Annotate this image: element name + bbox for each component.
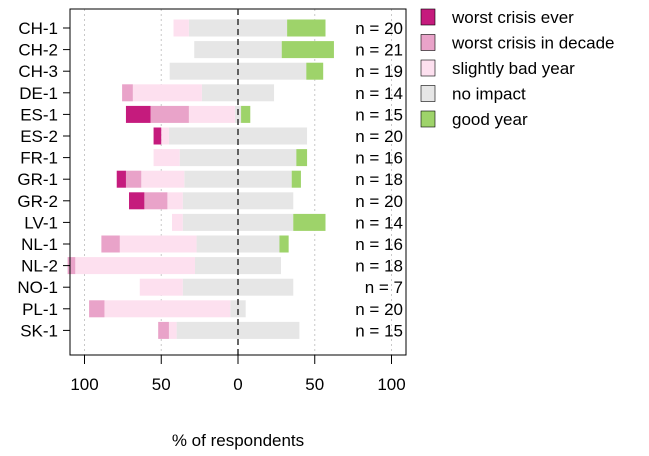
- category-label-fr-1: FR-1: [20, 149, 58, 168]
- category-label-gr-2: GR-2: [17, 192, 58, 211]
- category-label-sk-1: SK-1: [20, 321, 58, 340]
- category-label-gr-1: GR-1: [17, 170, 58, 189]
- category-label-es-1: ES-1: [20, 105, 58, 124]
- category-label-de-1: DE-1: [19, 84, 58, 103]
- n-label-sk-1: n = 15: [355, 321, 403, 340]
- sample-size-labels: n = 20 n = 21 n = 19 n = 14 n = 15 n = 20 n = …: [355, 19, 403, 340]
- n-label-fr-1: n = 16: [355, 149, 403, 168]
- bar-nl-2-no-impact: [195, 257, 281, 275]
- n-label-pl-1: n = 20: [355, 300, 403, 319]
- bar-es-1-good-year: [241, 105, 251, 123]
- n-label-ch-3: n = 19: [355, 62, 403, 81]
- bar-ch-2-good-year: [281, 41, 334, 59]
- n-label-es-2: n = 20: [355, 127, 403, 146]
- bar-es-1-worst-crisis-ever: [125, 105, 151, 123]
- n-label-es-1: n = 15: [355, 105, 403, 124]
- legend-label-worst-crisis-ever: worst crisis ever: [451, 8, 574, 27]
- legend-label-good-year: good year: [452, 110, 528, 129]
- bar-es-2-slightly-bad-year: [161, 127, 169, 145]
- bar-ch-1-good-year: [287, 19, 326, 37]
- category-label-nl-1: NL-1: [21, 235, 58, 254]
- bar-nl-1-good-year: [279, 235, 289, 253]
- legend-swatch-slightly-bad-year: [420, 59, 436, 77]
- bar-fr-1-slightly-bad-year: [153, 149, 180, 167]
- bar-lv-1-good-year: [293, 213, 326, 231]
- bar-gr-2-slightly-bad-year: [167, 192, 183, 210]
- bar-no-1-no-impact: [182, 278, 294, 296]
- legend-swatch-worst-crisis-in-decade: [420, 34, 436, 51]
- category-label-ch-2: CH-2: [18, 41, 58, 60]
- category-label-ch-1: CH-1: [18, 19, 58, 38]
- x-tick-label: 50: [152, 375, 171, 394]
- bar-es-1-slightly-bad-year: [188, 105, 235, 123]
- n-label-nl-1: n = 16: [355, 235, 403, 254]
- bar-ch-3-good-year: [306, 62, 324, 80]
- n-label-lv-1: n = 14: [355, 213, 403, 232]
- bar-nl-1-slightly-bad-year: [119, 235, 197, 253]
- bar-es-1-worst-crisis-in-decade: [150, 105, 189, 123]
- category-label-lv-1: LV-1: [24, 213, 58, 232]
- bar-pl-1-no-impact: [230, 300, 246, 318]
- legend-swatch-good-year: [420, 110, 436, 128]
- category-label-es-2: ES-2: [20, 127, 58, 146]
- bar-gr-1-worst-crisis-ever: [116, 170, 126, 188]
- bar-es-2-worst-crisis-ever: [153, 127, 162, 145]
- n-label-de-1: n = 14: [355, 84, 403, 103]
- bar-fr-1-no-impact: [179, 149, 297, 167]
- x-tick-label: 0: [233, 375, 242, 394]
- n-label-gr-1: n = 18: [355, 170, 403, 189]
- legend-swatch-no-impact: [420, 85, 436, 102]
- bar-gr-1-worst-crisis-in-decade: [125, 170, 142, 188]
- bar-nl-1-worst-crisis-in-decade: [101, 235, 120, 253]
- x-tick-label: 50: [305, 375, 324, 394]
- x-tick-label: 100: [377, 375, 405, 394]
- bar-pl-1-worst-crisis-in-decade: [89, 300, 105, 318]
- bar-fr-1-good-year: [296, 149, 308, 167]
- legend-label-slightly-bad-year: slightly bad year: [452, 59, 575, 78]
- n-label-nl-2: n = 18: [355, 257, 403, 276]
- bar-segments: [67, 19, 334, 339]
- bar-sk-1-slightly-bad-year: [168, 321, 177, 339]
- bar-no-1-slightly-bad-year: [139, 278, 183, 296]
- bar-lv-1-slightly-bad-year: [171, 213, 183, 231]
- legend-swatch-worst-crisis-ever: [420, 8, 436, 26]
- category-label-nl-2: NL-2: [21, 257, 58, 276]
- legend: worst crisis ever worst crisis in decade s…: [420, 8, 615, 129]
- legend-label-no-impact: no impact: [452, 85, 526, 104]
- x-axis: 100 50 0 50 100: [70, 354, 406, 394]
- bar-nl-2-worst-crisis-in-decade: [67, 257, 76, 275]
- n-label-ch-2: n = 21: [355, 41, 403, 60]
- bar-de-1-slightly-bad-year: [132, 84, 202, 102]
- bar-nl-2-slightly-bad-year: [75, 257, 196, 275]
- n-label-ch-1: n = 20: [355, 19, 403, 38]
- n-label-no-1: n = 7: [365, 278, 403, 297]
- bar-gr-2-worst-crisis-in-decade: [144, 192, 168, 210]
- bar-sk-1-worst-crisis-in-decade: [158, 321, 169, 339]
- bar-gr-1-slightly-bad-year: [141, 170, 185, 188]
- bar-gr-1-good-year: [291, 170, 301, 188]
- category-label-no-1: NO-1: [17, 278, 58, 297]
- bar-pl-1-slightly-bad-year: [104, 300, 231, 318]
- bar-gr-2-worst-crisis-ever: [129, 192, 145, 210]
- bar-es-2-no-impact: [168, 127, 308, 145]
- bar-ch-1-no-impact: [188, 19, 288, 37]
- n-label-gr-2: n = 20: [355, 192, 403, 211]
- category-label-ch-3: CH-3: [18, 62, 58, 81]
- bar-de-1-worst-crisis-in-decade: [122, 84, 133, 102]
- x-axis-label: % of respondents: [172, 431, 304, 450]
- bar-ch-1-slightly-bad-year: [173, 19, 189, 37]
- category-label-pl-1: PL-1: [22, 300, 58, 319]
- x-tick-label: 100: [70, 375, 98, 394]
- legend-label-worst-crisis-in-decade: worst crisis in decade: [451, 34, 615, 53]
- category-labels: CH-1 CH-2 CH-3 DE-1 ES-1 ES-2 FR-1 GR-1 GR-2 LV-1…: [17, 19, 70, 340]
